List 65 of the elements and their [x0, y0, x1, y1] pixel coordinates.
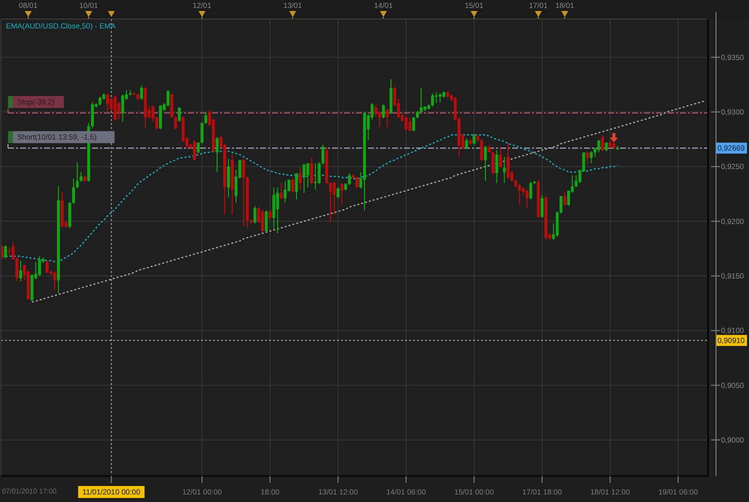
candlestick: [434, 92, 438, 104]
candlestick: [276, 186, 280, 234]
candlestick: [348, 172, 351, 186]
candlestick: [499, 148, 502, 168]
candlestick: [540, 194, 544, 218]
candlestick: [492, 150, 494, 175]
candlestick: [601, 134, 604, 152]
candlestick: [526, 189, 528, 209]
candlestick: [227, 158, 230, 198]
candlestick: [272, 186, 276, 230]
candlestick: [306, 162, 310, 188]
candlestick: [302, 164, 306, 194]
candlestick: [336, 186, 340, 199]
candlestick: [586, 150, 589, 165]
candlestick: [114, 95, 117, 122]
candlestick: [46, 260, 49, 274]
candlestick: [506, 142, 510, 180]
candlestick: [567, 190, 570, 206]
candlestick: [310, 157, 314, 185]
candlestick: [480, 138, 484, 162]
candlestick: [261, 210, 264, 233]
candlestick: [529, 181, 532, 200]
candlestick: [295, 172, 298, 200]
candlestick: [242, 158, 246, 226]
candlestick: [329, 181, 332, 223]
candlestick: [597, 140, 600, 153]
candlestick: [431, 92, 434, 107]
candlestick: [291, 178, 294, 194]
candlestick: [314, 162, 317, 190]
candlestick: [332, 181, 336, 216]
candlestick: [90, 102, 94, 129]
candlestick: [502, 156, 506, 184]
candlestick: [355, 176, 358, 188]
candlestick: [284, 180, 287, 204]
candlestick: [340, 182, 344, 206]
candlestick: [484, 145, 487, 182]
candlestick: [386, 108, 389, 128]
candlestick: [72, 178, 76, 204]
candlestick: [192, 140, 196, 161]
candlestick: [106, 92, 110, 114]
candlestick: [19, 260, 22, 282]
candlestick: [121, 94, 124, 122]
candlestick: [382, 104, 385, 119]
candlestick: [472, 133, 476, 146]
candlestick: [560, 196, 562, 214]
candlestick: [563, 191, 566, 206]
candlestick: [4, 244, 8, 259]
candlestick: [166, 90, 170, 107]
candlestick: [408, 116, 412, 132]
candlestick: [53, 271, 56, 291]
candlestick: [140, 85, 144, 100]
candlestick: [321, 144, 324, 165]
candlestick: [76, 162, 79, 189]
candlestick: [253, 205, 256, 224]
candlestick: [465, 138, 468, 150]
candlestick: [200, 122, 204, 144]
candlestick: [216, 136, 219, 173]
candlestick: [204, 111, 208, 124]
candlestick: [404, 116, 408, 132]
candlestick: [158, 104, 162, 130]
candlestick: [280, 182, 283, 200]
candlestick: [178, 107, 181, 122]
candlestick: [38, 256, 42, 276]
candlestick: [412, 116, 416, 132]
candlestick: [518, 184, 521, 206]
